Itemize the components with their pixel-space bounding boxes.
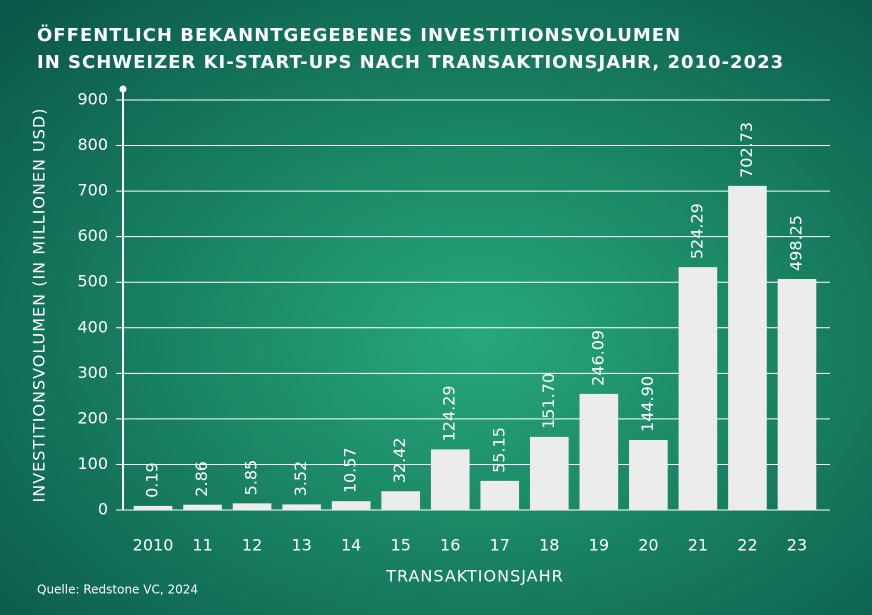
x-tick-label: 14 [341,536,361,555]
value-label: 55.15 [489,427,508,473]
y-tick-label: 200 [77,408,108,427]
y-tick-label: 100 [77,454,108,473]
bar [480,480,520,510]
chart-title: ÖFFENTLICH BEKANNTGEGEBENES INVESTITIONS… [37,24,681,46]
x-tick-label: 15 [391,536,411,555]
y-axis-label: INVESTITIONSVOLUMEN (IN MILLIONEN USD) [30,108,49,503]
y-tick-label: 800 [77,135,108,154]
bar [381,491,421,510]
bar [133,505,173,510]
value-label: 10.57 [341,447,360,493]
x-tick-label: 2010 [133,536,174,555]
x-tick-label: 20 [638,536,658,555]
bar [777,279,817,510]
axis-dot [119,85,127,93]
value-label: 124.29 [440,385,459,441]
value-label: 151.70 [539,373,558,429]
y-tick-label: 300 [77,363,108,382]
y-tick-label: 400 [77,317,108,336]
x-axis-label: TRANSAKTIONSJAHR [385,567,564,586]
value-label: 32.42 [390,437,409,483]
value-label: 3.52 [291,461,310,497]
bar [430,449,470,510]
x-tick-label: 18 [539,536,559,555]
value-label: 2.86 [192,461,211,497]
bar [678,267,718,510]
value-label: 702.73 [737,122,756,178]
chart-title: IN SCHWEIZER KI-START-UPS NACH TRANSAKTI… [37,52,784,73]
value-label: 246.09 [588,330,607,386]
y-tick-label: 500 [77,272,108,291]
value-label: 498.25 [786,215,805,271]
bar [183,504,222,510]
x-tick-label: 19 [589,536,609,555]
y-tick-label: 600 [77,226,108,245]
y-tick-label: 900 [77,90,108,109]
x-tick-label: 13 [291,536,311,555]
bar [629,439,668,510]
x-tick-label: 12 [242,536,262,555]
value-label: 5.85 [242,460,261,496]
x-tick-label: 17 [490,536,510,555]
bar [579,393,619,510]
x-tick-label: 22 [737,536,757,555]
y-tick-label: 700 [77,181,108,200]
bar [282,504,321,510]
bar [232,503,272,510]
value-label: 144.90 [638,376,657,432]
source: Quelle: Redstone VC, 2024 [37,583,198,597]
value-label: 0.19 [143,462,162,498]
x-tick-label: 21 [688,536,708,555]
x-tick-label: 16 [440,536,460,555]
bar [331,501,371,510]
y-tick-label: 0 [98,500,108,519]
x-tick-label: 11 [192,536,212,555]
bar [728,185,767,511]
x-tick-label: 23 [787,536,807,555]
bar [529,436,569,510]
value-label: 524.29 [687,203,706,259]
